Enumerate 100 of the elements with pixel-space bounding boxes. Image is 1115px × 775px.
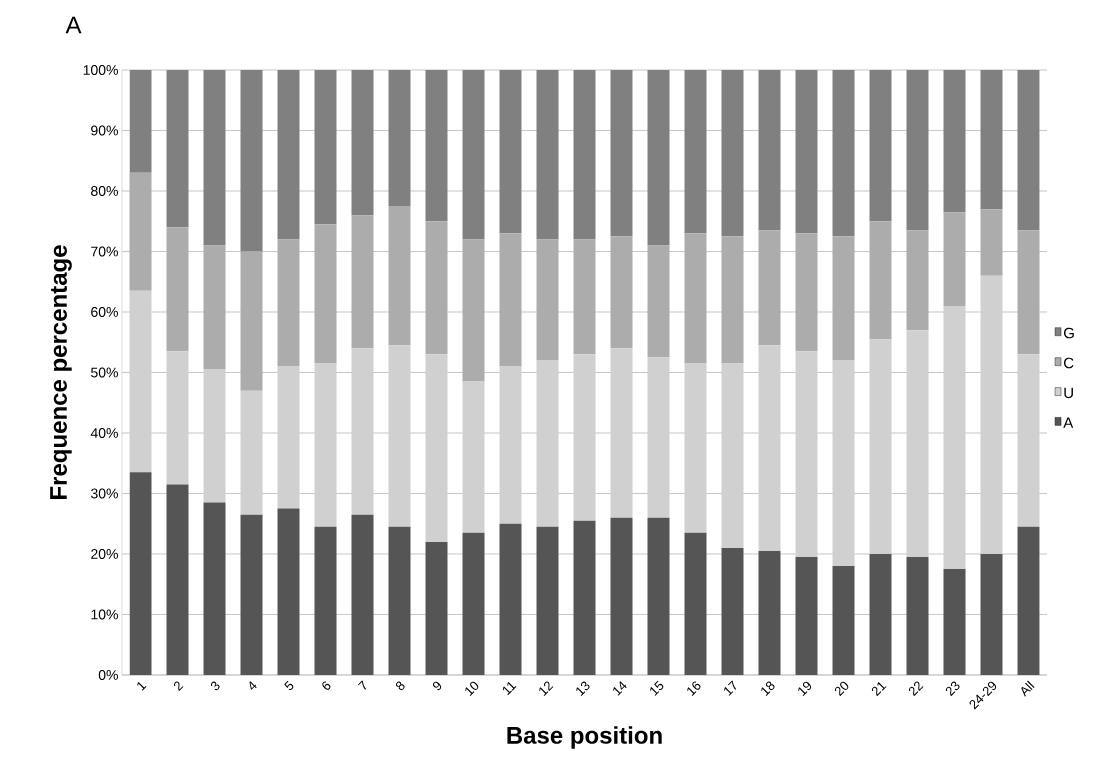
bar — [388, 206, 411, 346]
bar — [351, 348, 374, 515]
x-tick-label: 14 — [613, 681, 627, 696]
bar — [351, 215, 374, 349]
bar — [647, 69, 670, 246]
bar — [314, 69, 337, 225]
bar — [795, 69, 818, 234]
x-tick-label: 5 — [284, 680, 294, 691]
x-tick-label: 20 — [834, 681, 849, 697]
bar — [462, 69, 485, 240]
bar — [758, 69, 781, 231]
bar — [203, 69, 226, 246]
bar — [388, 345, 411, 527]
bar — [906, 557, 929, 675]
bar — [1017, 526, 1040, 675]
legend-label: U — [1064, 387, 1073, 399]
bar — [277, 69, 300, 240]
bar — [758, 345, 781, 551]
bar — [610, 236, 633, 349]
bar — [351, 514, 374, 675]
bar — [869, 221, 892, 340]
x-tick-label: All — [1021, 680, 1035, 697]
bar — [1017, 354, 1040, 527]
x-tick-label: 22 — [908, 681, 924, 697]
bar — [499, 366, 522, 524]
bar — [462, 239, 485, 382]
bar — [721, 69, 744, 237]
bar — [388, 69, 411, 207]
x-tick-label: 19 — [798, 681, 812, 696]
bar — [573, 354, 596, 521]
bar — [832, 69, 855, 237]
bar — [906, 69, 929, 231]
bar — [906, 230, 929, 331]
bar — [795, 351, 818, 558]
bar — [573, 69, 596, 240]
bar — [277, 366, 300, 509]
bar — [499, 69, 522, 234]
bar — [425, 69, 448, 222]
x-axis-title: Base position — [507, 726, 662, 749]
x-tick-label: 17 — [724, 680, 737, 696]
y-tick-label: 100% — [83, 65, 118, 75]
bar — [980, 553, 1003, 675]
x-tick-label: 10 — [465, 681, 479, 696]
bar — [869, 553, 892, 675]
bar — [240, 69, 263, 252]
bar — [758, 230, 781, 346]
bar — [980, 275, 1003, 554]
bar — [795, 233, 818, 352]
bar — [832, 566, 855, 675]
bar — [536, 239, 559, 361]
bar — [166, 227, 189, 352]
y-tick-label: 80% — [91, 186, 118, 196]
y-tick-label: 20% — [91, 549, 118, 559]
bar — [314, 224, 337, 364]
x-tick-label: 3 — [210, 681, 220, 691]
bar — [573, 239, 596, 355]
bar — [869, 69, 892, 222]
legend-label: A — [1063, 417, 1074, 428]
bar — [610, 348, 633, 518]
x-tick-label: 8 — [395, 681, 405, 691]
bar — [684, 233, 707, 364]
bar — [721, 363, 744, 548]
bar — [721, 236, 744, 364]
bar — [1017, 230, 1040, 355]
y-tick-label: 70% — [91, 246, 118, 257]
bar — [314, 526, 337, 675]
y-tick-label: 60% — [91, 307, 118, 317]
bar — [462, 532, 485, 675]
bar — [610, 69, 633, 237]
x-tick-label: 1 — [137, 681, 147, 691]
x-tick-label: 16 — [687, 681, 701, 696]
x-tick-label: 4 — [249, 681, 257, 690]
bar — [166, 69, 189, 228]
bar — [203, 245, 226, 370]
bar — [684, 363, 707, 533]
bar — [129, 472, 152, 675]
bar — [943, 569, 966, 675]
bar — [462, 381, 485, 533]
x-tick-label: 13 — [576, 681, 590, 696]
bar — [906, 330, 929, 558]
bar — [166, 351, 189, 485]
bar — [203, 502, 226, 675]
bar — [203, 369, 226, 503]
bar — [129, 290, 152, 473]
bar — [758, 550, 781, 675]
x-tick-label: 2 — [173, 681, 184, 692]
bar — [647, 357, 670, 518]
x-tick-label: 7 — [357, 680, 367, 690]
bar — [166, 484, 189, 675]
legend-label: G — [1063, 327, 1074, 339]
bar — [684, 532, 707, 675]
bar — [832, 360, 855, 567]
bar — [1017, 69, 1040, 231]
y-tick-label: 40% — [90, 428, 118, 438]
bar — [610, 517, 633, 675]
bar — [943, 212, 966, 306]
bar — [647, 245, 670, 358]
bar — [240, 251, 263, 391]
bar — [129, 69, 152, 173]
bar — [980, 69, 1003, 210]
